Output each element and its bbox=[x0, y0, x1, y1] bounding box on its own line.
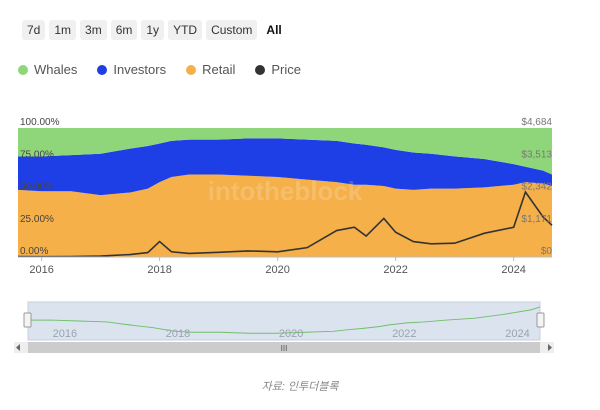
source-caption: 자료: 인투더블록 bbox=[261, 381, 339, 393]
range-7d-button[interactable]: 7d bbox=[22, 20, 46, 40]
legend-item-price[interactable]: Price bbox=[255, 62, 301, 77]
legend-investors-swatch bbox=[97, 64, 108, 75]
scroll-right-arrow-icon[interactable] bbox=[548, 344, 552, 351]
legend-price-label: Price bbox=[271, 62, 301, 77]
legend-whales-swatch bbox=[18, 64, 28, 75]
y-right-tick-label: $4,684 bbox=[521, 117, 552, 128]
legend-retail-label: Retail bbox=[202, 62, 236, 77]
scrollbar-grip: III bbox=[281, 344, 288, 353]
legend-item-whales[interactable]: Whales bbox=[18, 62, 77, 77]
x-tick-label: 2016 bbox=[29, 264, 53, 276]
navigator-tick-label: 2018 bbox=[166, 328, 190, 340]
navigator-tick-label: 2016 bbox=[53, 328, 77, 340]
range-6m-button[interactable]: 6m bbox=[110, 20, 138, 40]
y-right-tick-label: $1,171 bbox=[521, 214, 552, 225]
range-1m-button[interactable]: 1m bbox=[49, 20, 77, 40]
range-3m-button[interactable]: 3m bbox=[80, 20, 107, 40]
y-right-tick-label: $3,513 bbox=[521, 149, 552, 160]
navigator-tick-label: 2020 bbox=[279, 328, 303, 340]
y-left-tick-label: 100.00% bbox=[20, 117, 60, 128]
x-tick-label: 2020 bbox=[265, 264, 289, 276]
x-tick-label: 2018 bbox=[147, 264, 171, 276]
legend-item-retail[interactable]: Retail bbox=[186, 62, 235, 77]
y-right-tick-label: $2,342 bbox=[521, 182, 552, 193]
navigator-line bbox=[28, 306, 541, 334]
range-selector: 7d 1m 3m 6m 1y YTD Custom All bbox=[22, 20, 287, 40]
legend-retail-swatch bbox=[186, 64, 197, 75]
navigator-tick-label: 2022 bbox=[392, 328, 416, 340]
y-left-tick-label: 50.00% bbox=[20, 182, 54, 193]
whales-area bbox=[18, 128, 552, 175]
range-1y-button[interactable]: 1y bbox=[141, 20, 165, 40]
intotheblock-watermark: intotheblock bbox=[208, 176, 363, 206]
price-line bbox=[17, 190, 553, 258]
range-custom-button[interactable]: Custom bbox=[206, 20, 258, 40]
range-ytd-button[interactable]: YTD bbox=[168, 20, 203, 40]
chart-legend: Whales Investors Retail Price bbox=[18, 62, 301, 77]
x-tick-label: 2022 bbox=[383, 264, 407, 276]
investors-area bbox=[18, 138, 552, 196]
navigator-tick-label: 2024 bbox=[505, 328, 529, 340]
y-right-tick-label: $0 bbox=[541, 246, 553, 257]
legend-investors-label: Investors bbox=[113, 62, 167, 77]
range-all-button[interactable]: All bbox=[266, 23, 282, 37]
scrollbar-thumb[interactable] bbox=[28, 342, 540, 353]
navigator-right-handle[interactable] bbox=[536, 312, 545, 328]
navigator-left-handle[interactable] bbox=[23, 312, 32, 328]
x-tick-label: 2024 bbox=[501, 264, 525, 276]
scroll-left-arrow-icon[interactable] bbox=[16, 344, 20, 351]
y-left-tick-label: 25.00% bbox=[20, 214, 54, 225]
y-left-tick-label: 0.00% bbox=[20, 246, 48, 257]
legend-price-swatch bbox=[255, 64, 266, 75]
retail-area bbox=[18, 174, 552, 257]
legend-whales-label: Whales bbox=[34, 62, 78, 77]
y-left-tick-label: 75.00% bbox=[20, 149, 54, 160]
legend-item-investors[interactable]: Investors bbox=[97, 62, 166, 77]
